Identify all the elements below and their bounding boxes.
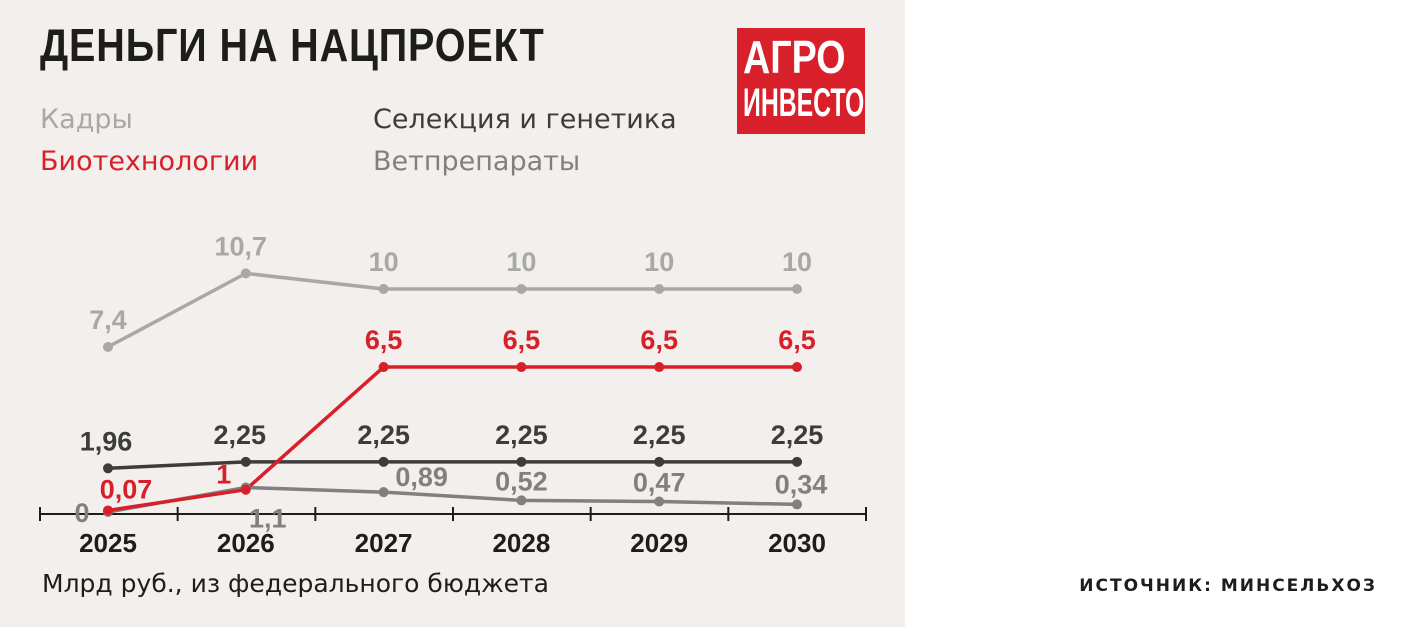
data-label-selection-2028: 2,25: [495, 420, 548, 450]
series-lines: [107, 271, 798, 514]
agroinvestor-logo: АГРО ИНВЕСТОР: [737, 28, 865, 134]
x-tick-label-2026: 2026: [217, 528, 275, 558]
data-label-biotech-2029: 6,5: [640, 325, 678, 355]
source-note: ИСТОЧНИК: МИНСЕЛЬХОЗ: [1079, 576, 1377, 596]
point-selection-2027: [378, 456, 389, 467]
data-label-biotech-2030: 6,5: [778, 325, 816, 355]
point-kadry-2030: [792, 284, 802, 294]
data-label-kadry-2029: 10: [644, 247, 674, 277]
legend-selection: Селекция и генетика: [373, 104, 677, 135]
data-label-kadry-2030: 10: [782, 247, 812, 277]
data-label-biotech-2028: 6,5: [503, 325, 541, 355]
data-label-vet-2025: 0: [74, 498, 89, 528]
data-label-biotech-2027: 6,5: [365, 325, 403, 355]
point-biotech-2025: [103, 505, 113, 516]
point-vet-2027: [378, 487, 389, 498]
x-ticks: [39, 507, 867, 521]
point-selection-2025: [103, 463, 113, 474]
data-label-biotech-2026: 1: [216, 460, 231, 490]
point-selection-2028: [516, 456, 527, 467]
data-label-biotech-2025: 0,07: [100, 474, 153, 504]
x-tick-label-2025: 2025: [79, 528, 137, 558]
x-tick-label-2030: 2030: [768, 528, 826, 558]
x-tick-label-2029: 2029: [630, 528, 688, 558]
data-label-selection-2025: 1,96: [80, 426, 133, 456]
logo-line-1: АГРО: [743, 31, 846, 83]
chart-title: ДЕНЬГИ НА НАЦПРОЕКТ: [40, 19, 545, 71]
data-label-vet-2028: 0,52: [495, 466, 548, 496]
x-tick-label-2027: 2027: [355, 528, 413, 558]
point-biotech-2029: [654, 362, 665, 373]
series-points: [103, 268, 802, 517]
data-label-selection-2027: 2,25: [357, 420, 410, 450]
point-vet-2029: [654, 496, 665, 507]
point-selection-2029: [654, 456, 665, 467]
data-label-kadry-2026: 10,7: [215, 231, 268, 261]
data-label-kadry-2025: 7,4: [89, 305, 127, 335]
data-label-vet-2030: 0,34: [775, 469, 828, 499]
data-label-vet-2027: 0,89: [395, 462, 448, 492]
line-chart: 2025 2026 2027 2028 2029 2030 7,410,710 10 10 10…: [39, 231, 867, 558]
data-labels: 7,410,710 10 10 101,96 2,25 2,25 2,25 2,25 2,250…: [74, 231, 827, 533]
logo-line-2: ИНВЕСТОР: [743, 81, 865, 125]
series-line-biotech: [107, 365, 797, 513]
series-line-selection: [107, 460, 797, 471]
data-label-selection-2030: 2,25: [771, 420, 824, 450]
point-biotech-2030: [792, 362, 802, 373]
point-selection-2026: [240, 456, 251, 467]
point-kadry-2025: [103, 341, 113, 352]
data-label-vet-2026: 1,1: [249, 503, 287, 533]
point-kadry-2026: [240, 268, 251, 279]
unit-note: Млрд руб., из федерального бюджета: [42, 569, 549, 598]
point-kadry-2029: [654, 284, 665, 294]
point-biotech-2026: [240, 484, 251, 495]
data-label-selection-2026: 2,25: [214, 420, 267, 450]
point-vet-2028: [516, 495, 527, 506]
point-biotech-2027: [378, 362, 389, 373]
x-tick-labels: 2025 2026 2027 2028 2029 2030: [79, 528, 826, 558]
legend-biotech: Биотехнологии: [40, 146, 259, 177]
point-biotech-2028: [516, 362, 527, 373]
legend-kadry: Кадры: [40, 104, 133, 135]
point-kadry-2027: [378, 284, 389, 294]
point-vet-2030: [792, 499, 802, 510]
legend-vet: Ветпрепараты: [373, 146, 581, 177]
point-selection-2030: [792, 456, 802, 467]
data-label-kadry-2028: 10: [506, 247, 536, 277]
data-label-selection-2029: 2,25: [633, 420, 686, 450]
x-tick-label-2028: 2028: [492, 528, 550, 558]
data-label-vet-2029: 0,47: [633, 468, 686, 498]
point-kadry-2028: [516, 284, 527, 294]
data-label-kadry-2027: 10: [369, 247, 399, 277]
series-line-kadry: [107, 271, 797, 349]
